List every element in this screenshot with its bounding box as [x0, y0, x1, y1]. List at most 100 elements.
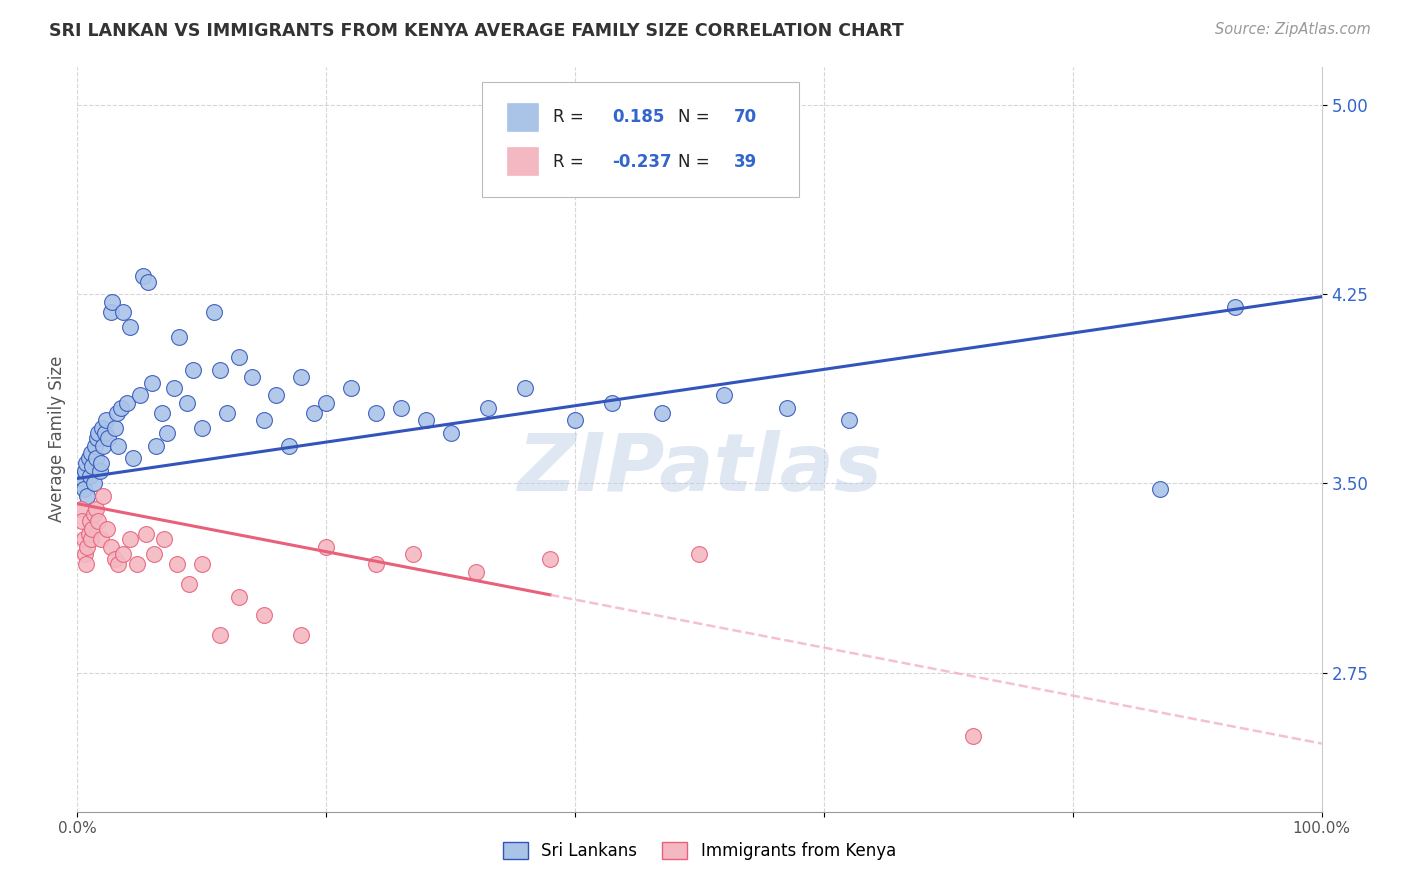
Point: [209, 363, 232, 377]
Text: ZIPatlas: ZIPatlas: [517, 430, 882, 508]
Text: Source: ZipAtlas.com: Source: ZipAtlas.com: [1215, 22, 1371, 37]
Point: [107, 439, 129, 453]
Point: [86, 431, 108, 445]
FancyBboxPatch shape: [482, 82, 799, 197]
Point: [77, 527, 100, 541]
Point: [72, 514, 94, 528]
Point: [153, 532, 176, 546]
Point: [176, 395, 198, 409]
Point: [118, 532, 141, 546]
Point: [564, 413, 586, 427]
Point: [156, 425, 179, 440]
Text: SRI LANKAN VS IMMIGRANTS FROM KENYA AVERAGE FAMILY SIZE CORRELATION CHART: SRI LANKAN VS IMMIGRANTS FROM KENYA AVER…: [49, 22, 904, 40]
Point: [253, 413, 276, 427]
Point: [73, 464, 96, 478]
Point: [118, 320, 141, 334]
Point: [132, 269, 155, 284]
Point: [775, 401, 797, 415]
Point: [689, 547, 711, 561]
Point: [83, 439, 105, 453]
Point: [79, 514, 101, 528]
Point: [181, 363, 204, 377]
Point: [191, 558, 214, 572]
Point: [464, 565, 486, 579]
Text: R =: R =: [553, 153, 589, 170]
Point: [266, 388, 288, 402]
Point: [77, 451, 100, 466]
Point: [110, 401, 132, 415]
Point: [477, 401, 499, 415]
Point: [93, 439, 115, 453]
Text: N =: N =: [678, 153, 716, 170]
Point: [80, 532, 103, 546]
FancyBboxPatch shape: [506, 147, 537, 175]
Point: [150, 406, 173, 420]
Point: [315, 540, 337, 554]
Point: [290, 370, 312, 384]
Point: [72, 471, 94, 485]
Point: [191, 421, 214, 435]
Point: [602, 395, 624, 409]
Point: [83, 476, 105, 491]
Point: [72, 482, 94, 496]
Point: [538, 552, 561, 566]
Point: [93, 425, 115, 440]
Point: [87, 514, 110, 528]
Point: [70, 501, 93, 516]
FancyBboxPatch shape: [506, 103, 537, 131]
Point: [415, 413, 437, 427]
Point: [76, 540, 98, 554]
Point: [82, 458, 104, 473]
Text: 39: 39: [734, 153, 758, 170]
Point: [515, 380, 537, 394]
Point: [340, 380, 363, 394]
Point: [104, 421, 127, 435]
Point: [93, 489, 115, 503]
Point: [440, 425, 463, 440]
Point: [1223, 300, 1246, 314]
Point: [112, 305, 135, 319]
Point: [253, 607, 276, 622]
Point: [80, 446, 103, 460]
Point: [87, 425, 110, 440]
Point: [91, 421, 114, 435]
Point: [107, 558, 129, 572]
Text: -0.237: -0.237: [613, 153, 672, 170]
Point: [135, 527, 157, 541]
Point: [240, 370, 263, 384]
Point: [83, 507, 105, 521]
Point: [166, 558, 188, 572]
Point: [202, 305, 225, 319]
Text: N =: N =: [678, 109, 716, 127]
Point: [136, 275, 159, 289]
Point: [713, 388, 735, 402]
Point: [100, 540, 122, 554]
Point: [143, 547, 166, 561]
Point: [651, 406, 673, 420]
Text: R =: R =: [553, 109, 589, 127]
Point: [179, 577, 201, 591]
Y-axis label: Average Family Size: Average Family Size: [48, 356, 66, 523]
Point: [73, 547, 96, 561]
Point: [209, 628, 232, 642]
Point: [215, 406, 238, 420]
Point: [90, 532, 112, 546]
Point: [141, 376, 163, 390]
Point: [79, 469, 101, 483]
Point: [96, 522, 118, 536]
Point: [100, 305, 122, 319]
Point: [94, 413, 117, 427]
Point: [838, 413, 860, 427]
Point: [70, 476, 93, 491]
Point: [145, 439, 167, 453]
Legend: Sri Lankans, Immigrants from Kenya: Sri Lankans, Immigrants from Kenya: [496, 835, 903, 867]
Point: [228, 590, 250, 604]
Point: [90, 456, 112, 470]
Point: [72, 532, 94, 546]
Point: [128, 388, 150, 402]
Text: 0.185: 0.185: [613, 109, 665, 127]
Point: [290, 628, 312, 642]
Point: [84, 451, 107, 466]
Point: [101, 294, 124, 309]
Point: [89, 464, 111, 478]
